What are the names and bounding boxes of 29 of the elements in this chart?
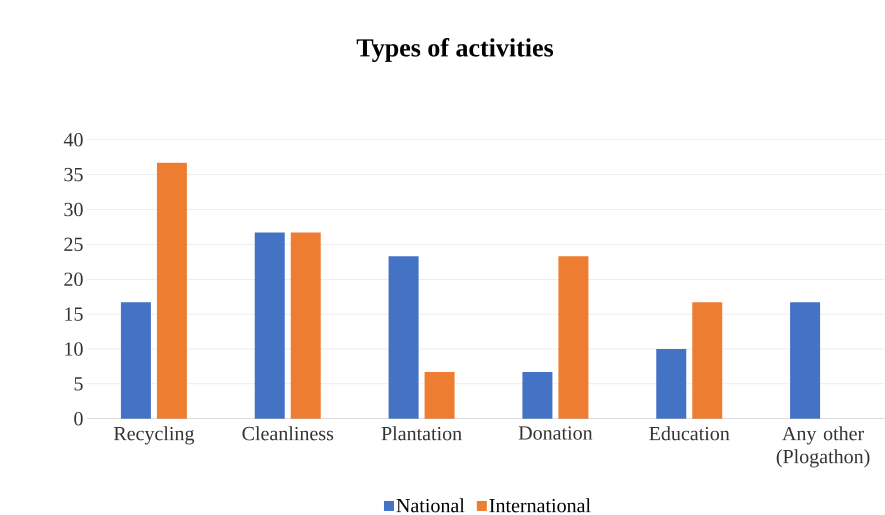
y-tick-label: 30 [64,202,83,216]
x-tick-label: Education [649,426,730,440]
x-tick-label: Donation [518,426,592,440]
bar [120,302,151,419]
y-tick-label: 15 [65,307,83,321]
bar [692,302,722,419]
bar [656,348,686,419]
y-tick-label: 5 [74,377,83,391]
chart-title: Types of activities [356,38,554,62]
legend-label: International [490,498,591,512]
bar [254,232,285,419]
bar [156,162,187,419]
x-tick-label: Recycling [114,426,194,444]
bar [290,232,321,419]
y-tick-label: 10 [65,342,83,356]
bar [522,372,552,419]
y-tick-label: 20 [64,272,83,286]
bar [388,256,419,419]
x-tick-label: Cleanliness [242,426,334,440]
bar [558,256,588,419]
y-tick-label: 0 [74,412,83,426]
bar [424,372,455,419]
x-tick-label: Any other (Plogathon) [776,426,870,468]
legend-label: National [396,498,464,512]
bar [790,302,820,419]
y-tick-label: 25 [64,238,83,252]
y-tick-label: 35 [64,168,83,182]
x-tick-label: Plantation [382,426,462,440]
y-tick-label: 40 [64,133,83,146]
